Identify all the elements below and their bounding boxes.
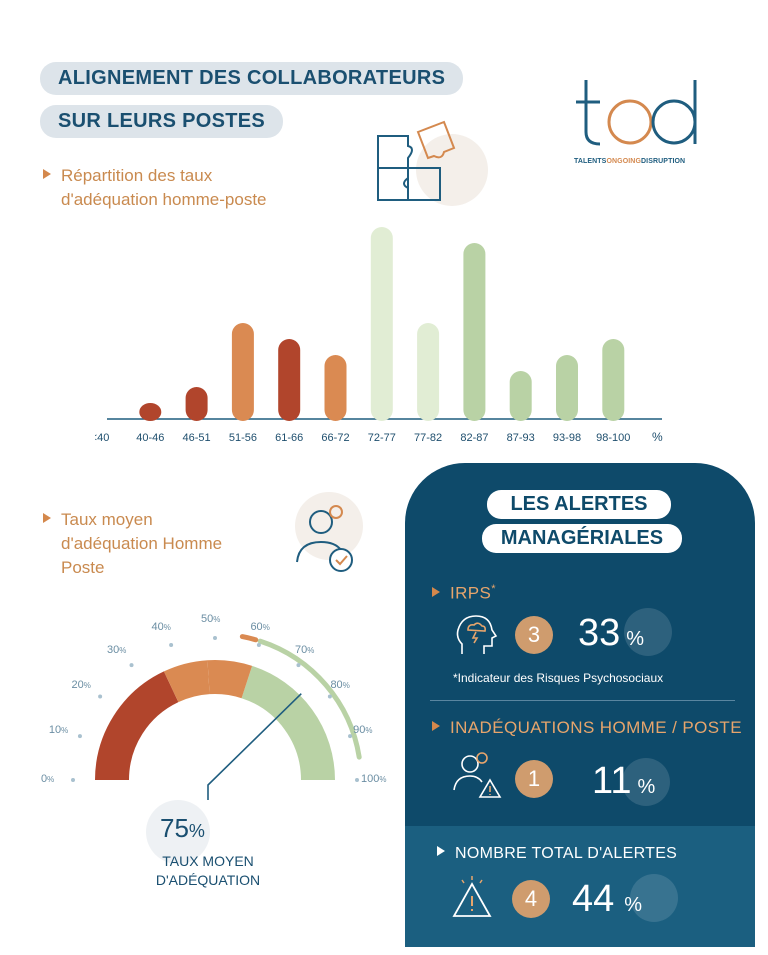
warning-triangle-icon [452, 874, 492, 918]
x-tick-label: 72-77 [368, 432, 396, 444]
gauge-value-unit: % [189, 821, 205, 841]
bar-72-77 [371, 227, 393, 421]
distribution-subtitle-line1: Répartition des taux [61, 166, 212, 185]
irps-label-text: IRPS [450, 584, 491, 603]
irps-label: IRPS* [432, 583, 496, 604]
tod-logo-mark [572, 72, 712, 172]
x-tick-label: 51-56 [229, 432, 257, 444]
logo-tagline-talents: TALENTS [574, 158, 606, 165]
gauge-tick-label: 60% [250, 621, 269, 633]
x-tick-label: 66-72 [321, 432, 349, 444]
gauge-caption: TAUX MOYEN D'ADÉQUATION [140, 852, 276, 890]
bullet-arrow-icon [43, 513, 51, 523]
bar-93-98 [556, 355, 578, 421]
x-tick-label: <40 [95, 432, 109, 444]
gauge-value-number: 75 [160, 813, 189, 843]
distribution-bar-chart: <40 40-46 46-51 51-56 61-66 66-72 72-77 77-82 82… [95, 220, 675, 450]
logo-tagline: TALENTSONGOINGDISRUPTION [574, 158, 685, 165]
mismatch-label: INADÉQUATIONS HOMME / POSTE [432, 718, 742, 738]
gauge-value: 75% [160, 813, 205, 844]
x-tick-label: 93-98 [553, 432, 581, 444]
mismatch-percent-value: 11 [592, 760, 631, 802]
gauge-tick-label: 50% [201, 613, 220, 625]
irps-percent-unit: % [620, 628, 644, 650]
alerts-divider [430, 700, 735, 701]
gauge-tick-label: 20% [72, 679, 91, 691]
gauge-tick-label: 100% [361, 773, 386, 785]
total-alerts-label-text: NOMBRE TOTAL D'ALERTES [455, 845, 677, 862]
x-tick-label: 40-46 [136, 432, 164, 444]
page-title-line1: ALIGNEMENT DES COLLABORATEURS [40, 62, 463, 95]
alerts-title-line2: MANAGÉRIALES [482, 524, 682, 553]
gauge-tick-label: 40% [152, 621, 171, 633]
x-axis-unit: % [652, 430, 663, 444]
average-subtitle-line1: Taux moyen [61, 510, 153, 529]
bar-51-56 [232, 323, 254, 421]
bullet-arrow-icon [432, 587, 440, 597]
irps-footnote: *Indicateur des Risques Psychosociaux [453, 671, 663, 685]
mismatch-label-text: INADÉQUATIONS HOMME / POSTE [450, 718, 742, 737]
average-subtitle-line3: Poste [43, 558, 104, 577]
x-tick-label: 46-51 [183, 432, 211, 444]
gauge-tick-label: 10% [49, 724, 68, 736]
bar-40-46 [139, 403, 161, 421]
bar-82-87 [463, 243, 485, 421]
bullet-arrow-icon [432, 721, 440, 731]
mismatch-percent: 11% [592, 760, 655, 803]
total-percent: 44% [572, 878, 642, 921]
bar-46-51 [186, 387, 208, 421]
puzzle-icon [372, 118, 492, 213]
head-storm-icon [454, 612, 498, 656]
bar-87-93 [510, 371, 532, 421]
irps-percent-value: 33 [578, 612, 620, 654]
total-alerts-label: NOMBRE TOTAL D'ALERTES [437, 845, 677, 863]
bullet-arrow-icon [43, 169, 51, 179]
bar-66-72 [325, 355, 347, 421]
total-percent-unit: % [614, 894, 642, 916]
gauge-tick-label: 80% [330, 679, 349, 691]
irps-percent: 33% [578, 612, 644, 655]
gauge-caption-line2: D'ADÉQUATION [156, 872, 260, 888]
bar-77-82 [417, 323, 439, 421]
person-gear-warning-icon [452, 750, 502, 800]
tod-logo: TALENTSONGOINGDISRUPTION [572, 72, 712, 172]
gauge-tick-label: 0% [41, 773, 54, 785]
mismatch-count-badge: 1 [515, 760, 553, 798]
x-tick-label: 77-82 [414, 432, 442, 444]
gauge-tick-label: 30% [107, 644, 126, 656]
average-subtitle-line2: d'adéquation Homme [43, 534, 222, 553]
alerts-title-line1: LES ALERTES [487, 490, 671, 519]
mismatch-percent-unit: % [631, 776, 655, 798]
bar-61-66 [278, 339, 300, 421]
total-percent-value: 44 [572, 878, 614, 920]
distribution-subtitle-line2: d'adéquation homme-poste [43, 190, 267, 209]
x-tick-label: 61-66 [275, 432, 303, 444]
x-tick-label: 87-93 [507, 432, 535, 444]
person-gear-check-icon [285, 490, 370, 575]
gauge-labels: 0% 10% 20% 30% 40% 50% 60% 70% 80% 90% 100% [40, 605, 410, 855]
logo-tagline-ongoing: ONGOING [606, 158, 641, 165]
page-title-line2: SUR LEURS POSTES [40, 105, 283, 138]
total-count-badge: 4 [512, 880, 550, 918]
gauge-tick-label: 90% [353, 724, 372, 736]
distribution-subtitle: Répartition des taux d'adéquation homme-… [43, 164, 267, 212]
gauge-caption-line1: TAUX MOYEN [162, 853, 254, 869]
x-tick-label: 98-100 [596, 432, 630, 444]
bullet-arrow-icon [437, 846, 445, 856]
irps-star: * [491, 583, 496, 595]
irps-count-badge: 3 [515, 616, 553, 654]
bar-98-100 [602, 339, 624, 421]
gauge-tick-label: 70% [295, 644, 314, 656]
average-subtitle: Taux moyen d'adéquation Homme Poste [43, 508, 222, 580]
distribution-chart: <40 40-46 46-51 51-56 61-66 66-72 72-77 77-82 82… [95, 220, 675, 450]
logo-tagline-disruption: DISRUPTION [641, 158, 685, 165]
x-tick-label: 82-87 [460, 432, 488, 444]
